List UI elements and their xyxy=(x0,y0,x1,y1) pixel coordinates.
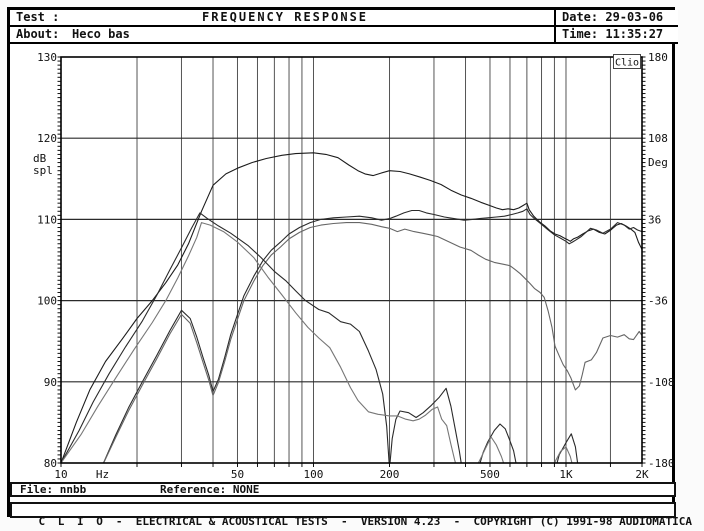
svg-text:108: 108 xyxy=(648,132,668,145)
file-label: File: xyxy=(20,483,54,496)
svg-text:180: 180 xyxy=(648,51,668,64)
curve-4 xyxy=(61,212,579,463)
svg-text:110: 110 xyxy=(37,213,57,226)
svg-text:36: 36 xyxy=(648,213,661,226)
svg-text:100: 100 xyxy=(37,295,57,308)
page-title: FREQUENCY RESPONSE xyxy=(201,10,369,24)
about-label: About: xyxy=(16,27,60,41)
svg-text:80: 80 xyxy=(44,457,57,470)
svg-text:500: 500 xyxy=(480,468,500,481)
date-field: Date: 29-03-06 xyxy=(554,10,678,25)
file-field: File: nnbb xyxy=(20,484,86,495)
svg-text:-36: -36 xyxy=(648,295,668,308)
test-label: Test : xyxy=(16,10,60,24)
about-value: Heco bas xyxy=(72,27,130,41)
svg-text:50: 50 xyxy=(231,468,244,481)
svg-text:90: 90 xyxy=(44,376,57,389)
svg-text:200: 200 xyxy=(380,468,400,481)
svg-text:-180: -180 xyxy=(648,457,675,470)
svg-text:Deg: Deg xyxy=(648,156,668,169)
svg-text:spl: spl xyxy=(33,164,53,177)
clio-watermark-box xyxy=(613,54,641,69)
curve-3 xyxy=(103,222,642,463)
curve-5 xyxy=(61,222,573,463)
reference-label: Reference: xyxy=(160,483,227,496)
svg-text:Hz: Hz xyxy=(96,468,109,481)
svg-text:Clio: Clio xyxy=(615,58,639,69)
svg-text:2K: 2K xyxy=(635,468,649,481)
clio-brand: C L I O xyxy=(38,515,106,528)
time-field: Time: 11:35:27 xyxy=(554,27,678,42)
svg-text:120: 120 xyxy=(37,132,57,145)
status-bar: C L I O - ELECTRICAL & ACOUSTICAL TESTS -… xyxy=(10,502,692,528)
svg-text:10: 10 xyxy=(54,468,67,481)
header-row-about: About: Heco bas Time: 11:35:27 xyxy=(10,27,678,44)
svg-text:1K: 1K xyxy=(559,468,573,481)
svg-text:100: 100 xyxy=(304,468,324,481)
file-value: nnbb xyxy=(59,483,87,496)
file-reference-bar: File: nnbb Reference: NONE xyxy=(10,482,676,497)
svg-text:dB: dB xyxy=(33,152,47,165)
svg-text:-108: -108 xyxy=(648,376,675,389)
status-text: - ELECTRICAL & ACOUSTICAL TESTS - VERSIO… xyxy=(115,515,693,528)
reference-value: NONE xyxy=(232,483,260,496)
svg-text:130: 130 xyxy=(37,51,57,64)
header-row-test: Test : FREQUENCY RESPONSE Date: 29-03-06 xyxy=(10,10,678,27)
reference-field: Reference: NONE xyxy=(160,484,259,495)
curve-2 xyxy=(102,208,642,463)
